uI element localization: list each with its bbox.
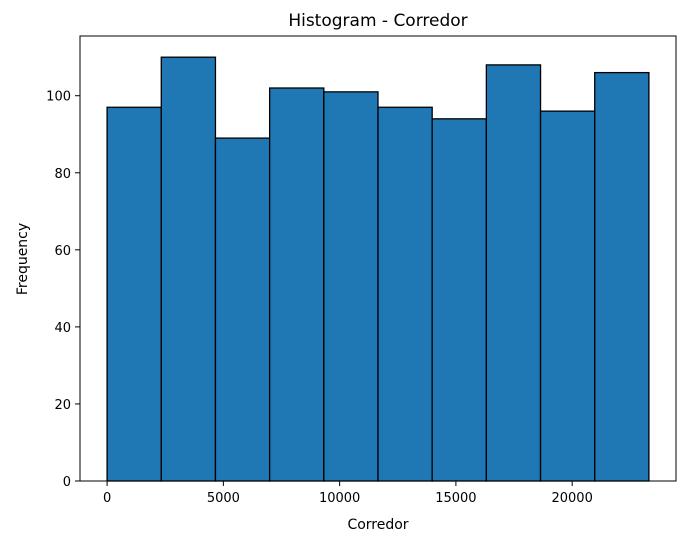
x-tick-label: 5000 <box>207 491 240 506</box>
histogram-bar <box>377 106 433 482</box>
histogram-bar <box>539 110 596 482</box>
chart-title: Histogram - Corredor <box>288 11 467 31</box>
x-tick-label: 15000 <box>435 491 476 506</box>
x-axis-label: Corredor <box>347 517 408 533</box>
y-tick-label: 80 <box>54 167 71 182</box>
y-tick-label: 40 <box>54 321 71 336</box>
x-tick-label: 20000 <box>551 491 592 506</box>
y-tick-label: 100 <box>46 90 71 105</box>
histogram-bar <box>106 106 162 482</box>
histogram-bar <box>431 118 488 482</box>
plot-area-frame <box>79 35 677 482</box>
y-tick-label: 60 <box>54 244 71 259</box>
y-axis: 0 20 40 60 80 100 <box>46 90 80 490</box>
histogram-bar <box>485 64 542 482</box>
y-tick-label: 0 <box>63 475 71 490</box>
x-tick-label: 0 <box>103 491 111 506</box>
y-axis-label: Frequency <box>15 223 31 295</box>
histogram-bar <box>594 71 650 482</box>
histogram-bars <box>106 56 650 482</box>
y-tick-label: 20 <box>54 398 71 413</box>
x-tick-label: 10000 <box>319 491 360 506</box>
histogram-bar <box>323 91 379 482</box>
histogram-bar <box>268 87 325 482</box>
x-axis: 0 5000 10000 15000 20000 <box>103 481 593 506</box>
histogram-bar <box>160 56 217 482</box>
histogram-bar <box>214 137 271 482</box>
